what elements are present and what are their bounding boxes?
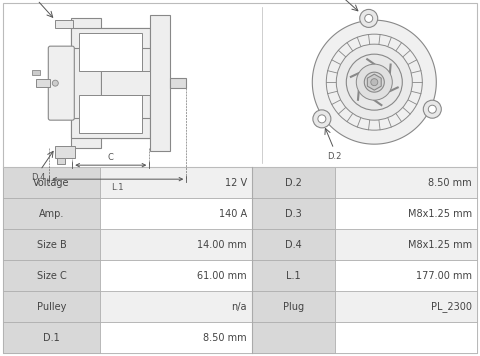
Circle shape (423, 100, 441, 118)
Text: D.4: D.4 (285, 240, 302, 250)
Bar (3, 322, 100, 353)
Bar (252, 260, 335, 291)
Text: Plug: Plug (283, 302, 304, 312)
Bar (252, 198, 335, 229)
Bar (100, 291, 252, 322)
Text: Size C: Size C (36, 271, 66, 281)
Bar (55, 20, 73, 28)
Text: M8x1.25 mm: M8x1.25 mm (408, 209, 472, 219)
Text: 14.00 mm: 14.00 mm (197, 240, 247, 250)
Bar (335, 291, 477, 322)
Bar (100, 198, 252, 229)
Bar (3, 167, 100, 198)
Bar (252, 291, 335, 322)
Text: 177.00 mm: 177.00 mm (416, 271, 472, 281)
Text: C: C (108, 153, 114, 162)
Bar (101, 71, 150, 95)
Text: M8x1.25 mm: M8x1.25 mm (408, 240, 472, 250)
FancyBboxPatch shape (48, 46, 74, 120)
Bar (3, 198, 100, 229)
Bar (36, 79, 50, 87)
Bar (3, 291, 100, 322)
Bar (32, 70, 40, 75)
Bar (100, 167, 252, 198)
Bar (3, 229, 100, 260)
Text: n/a: n/a (231, 302, 247, 312)
Text: D.2: D.2 (285, 178, 302, 188)
Text: D.1: D.1 (43, 333, 60, 342)
Bar (100, 260, 252, 291)
Polygon shape (367, 74, 381, 90)
Text: Pulley: Pulley (37, 302, 66, 312)
Text: D.2: D.2 (327, 152, 341, 161)
Bar (72, 118, 150, 138)
Circle shape (360, 9, 378, 27)
Bar (72, 18, 101, 148)
Bar (57, 158, 65, 164)
Text: D.3: D.3 (285, 209, 302, 219)
Text: 12 V: 12 V (225, 178, 247, 188)
Circle shape (52, 80, 58, 86)
Circle shape (428, 105, 436, 113)
Bar (3, 260, 100, 291)
Text: L.1: L.1 (286, 271, 301, 281)
Circle shape (346, 54, 402, 110)
Polygon shape (312, 19, 436, 144)
Bar (335, 322, 477, 353)
Bar (252, 322, 335, 353)
Bar (170, 78, 186, 88)
Text: Voltage: Voltage (33, 178, 70, 188)
Bar (100, 229, 252, 260)
Text: D.4: D.4 (31, 173, 46, 182)
Bar (101, 28, 150, 138)
Text: 140 A: 140 A (219, 209, 247, 219)
Text: L.1: L.1 (111, 183, 124, 192)
Circle shape (336, 44, 412, 120)
Circle shape (365, 14, 373, 22)
Bar (79, 95, 142, 133)
Text: PL_2300: PL_2300 (431, 301, 472, 312)
Bar (55, 146, 75, 158)
Bar (335, 229, 477, 260)
Text: Size B: Size B (36, 240, 66, 250)
Bar (72, 28, 150, 48)
Bar (79, 33, 142, 71)
Bar (252, 167, 335, 198)
Bar (150, 15, 170, 151)
Circle shape (364, 72, 384, 92)
Bar (335, 260, 477, 291)
Circle shape (356, 64, 392, 100)
Bar (100, 322, 252, 353)
Bar (252, 229, 335, 260)
Text: 8.50 mm: 8.50 mm (204, 333, 247, 342)
Circle shape (318, 115, 326, 123)
Bar (335, 198, 477, 229)
Text: Amp.: Amp. (39, 209, 64, 219)
Bar (335, 167, 477, 198)
Circle shape (371, 79, 378, 86)
Circle shape (313, 110, 331, 128)
Text: 61.00 mm: 61.00 mm (197, 271, 247, 281)
Text: 8.50 mm: 8.50 mm (428, 178, 472, 188)
